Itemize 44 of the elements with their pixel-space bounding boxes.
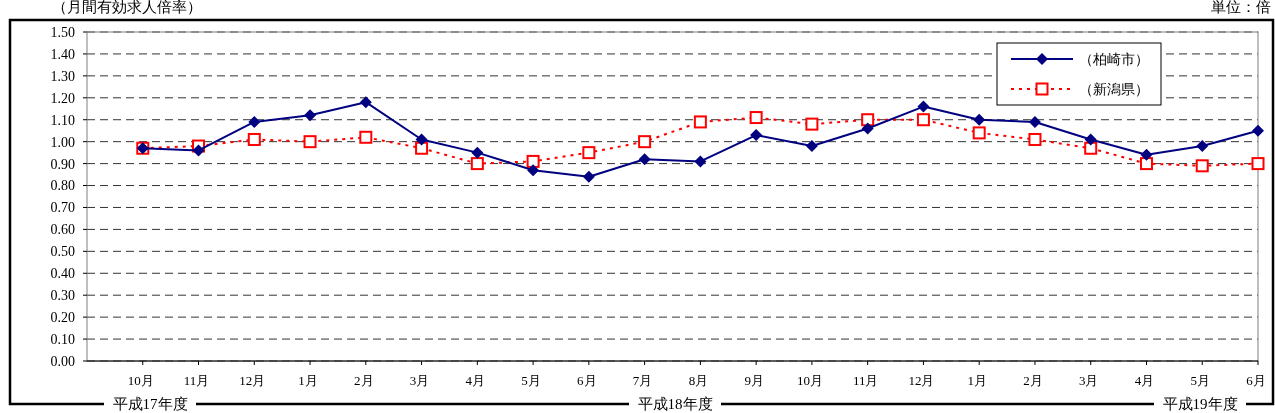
y-tick-label: 1.10 [50,112,75,128]
y-tick-label: 1.50 [50,24,75,40]
x-tick-label: 10月 [127,373,154,388]
y-tick-label: 0.40 [50,266,75,282]
x-tick-label: 2月 [354,373,374,388]
x-tick-label: 12月 [239,373,266,388]
y-tick-label: 0.30 [50,288,75,304]
y-tick-label: 0.60 [50,222,75,238]
y-tick-label: 0.70 [50,200,75,216]
y-tick-label: 0.00 [50,353,75,369]
x-tick-label: 11月 [852,373,879,388]
x-tick-label: 10月 [796,373,823,388]
x-tick-label: 12月 [908,373,935,388]
x-tick-label: 1月 [298,373,318,388]
chart-subtitle: 単位：倍 [1211,0,1271,15]
y-tick-label: 0.90 [50,156,75,172]
y-tick-label: 0.50 [50,244,75,260]
text: 平成18年度 [637,396,713,413]
x-tick-label: 6月 [1246,373,1266,388]
x-tick-label: 3月 [1078,373,1099,388]
x-tick-label: 9月 [744,373,764,388]
x-tick-label: 8月 [688,373,709,388]
chart-title: （月間有効求人倍率） [52,0,202,15]
y-tick-label: 1.20 [50,90,75,106]
x-tick-label: 7月 [632,373,653,388]
x-tick-label: 1月 [967,373,987,388]
x-tick-label: 5月 [521,373,541,388]
x-tick-label: 2月 [1023,373,1043,388]
text: 平成17年度 [112,396,188,413]
legend-label: （柏崎市） [1079,51,1149,67]
x-tick-label: 11月 [183,373,210,388]
y-tick-label: 0.80 [50,178,75,194]
y-tick-label: 1.40 [50,46,75,62]
y-tick-label: 1.30 [50,68,75,84]
text: 平成19年度 [1162,396,1238,413]
x-tick-label: 5月 [1190,373,1210,388]
y-tick-label: 0.20 [50,310,75,326]
y-tick-label: 1.00 [50,134,75,150]
x-tick-label: 3月 [409,373,430,388]
legend-label: （新潟県） [1079,81,1149,97]
x-tick-label: 6月 [577,373,597,388]
x-tick-label: 4月 [1134,373,1155,388]
y-tick-label: 0.10 [50,331,75,347]
x-tick-label: 4月 [465,373,486,388]
